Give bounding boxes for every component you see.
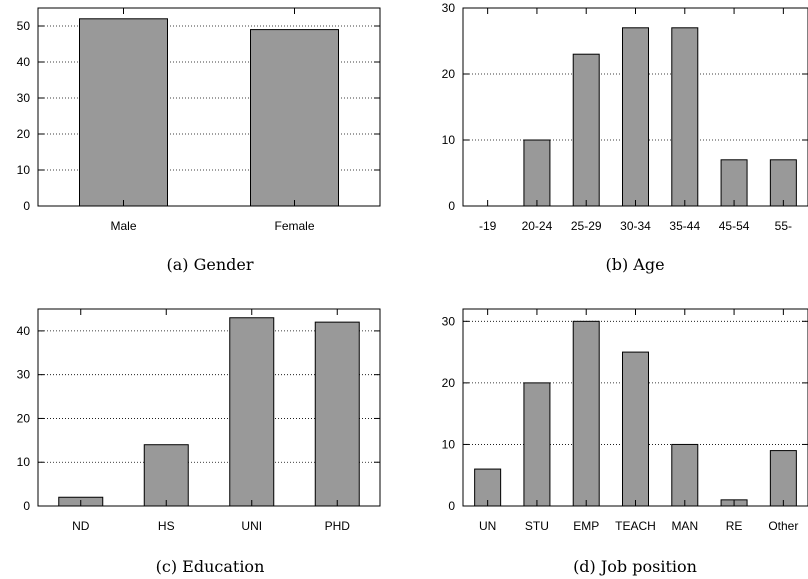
gender-ytick-label: 50 — [17, 19, 31, 33]
job-position-bar-emp — [572, 320, 600, 507]
gender-ytick-label: 40 — [17, 55, 31, 69]
age-ytick-label: 0 — [448, 199, 455, 213]
job-position-bar-un — [474, 468, 502, 507]
education-bar-uni — [229, 317, 275, 507]
age-xtick-label: 25-29 — [571, 219, 602, 233]
education-bar-phd — [314, 321, 360, 507]
education-xtick-label: PHD — [325, 519, 351, 533]
age-xtick-label: 20-24 — [522, 219, 553, 233]
job-position-ytick-label: 0 — [448, 499, 455, 513]
gender-caption: (a) Gender — [166, 255, 253, 274]
gender-ytick-label: 30 — [17, 91, 31, 105]
job-position-bar-man — [671, 443, 699, 507]
gender-xtick-label: Male — [110, 219, 136, 233]
education-caption: (c) Education — [156, 557, 265, 576]
education-ytick-label: 30 — [17, 368, 31, 382]
job-position-ytick-label: 20 — [442, 376, 456, 390]
age-plot-frame — [462, 7, 808, 207]
age-bar-25-29 — [572, 53, 600, 207]
age-xtick-label: 35-44 — [669, 219, 700, 233]
age-panel: 0 10 20 30 -19 20-24 25-29 30-34 35-44 45-54 55- (b… — [442, 1, 808, 274]
age-ytick-label: 20 — [442, 67, 456, 81]
job-position-plot-frame — [462, 308, 808, 507]
age-bar-45-54 — [720, 159, 748, 207]
job-position-caption: (d) Job position — [573, 557, 697, 576]
job-position-xtick-label: TEACH — [615, 519, 656, 533]
age-ytick-label: 30 — [442, 1, 456, 15]
education-ytick-label: 0 — [23, 499, 30, 513]
job-position-ytick-label: 10 — [442, 437, 456, 451]
job-position-bar-stu — [523, 382, 551, 507]
job-position-xtick-label: UN — [479, 519, 496, 533]
education-ytick-label: 10 — [17, 455, 31, 469]
age-bar-30-34 — [622, 27, 649, 207]
education-xtick-label: HS — [158, 519, 175, 533]
age-xtick-label: 45-54 — [719, 219, 750, 233]
education-ytick-label: 20 — [17, 411, 31, 425]
gender-panel: 0 10 20 30 40 50 Male Female (a) Gender — [17, 7, 381, 274]
gender-bar-male — [79, 18, 168, 207]
age-ytick-label: 10 — [442, 133, 456, 147]
gender-plot-frame — [37, 7, 381, 207]
gender-ytick-label: 20 — [17, 127, 31, 141]
age-bar-55- — [769, 159, 797, 207]
education-bar-hs — [143, 444, 189, 507]
education-panel: 0 10 20 30 40 ND HS UNI PHD (c) Education — [17, 308, 381, 576]
gender-bar-female — [250, 29, 339, 207]
gender-xtick-label: Female — [274, 219, 314, 233]
job-position-xtick-label: EMP — [573, 519, 599, 533]
age-bar-35-44 — [671, 27, 699, 207]
education-xtick-label: UNI — [241, 519, 262, 533]
job-position-xtick-label: Other — [768, 519, 798, 533]
job-position-xtick-label: RE — [726, 519, 743, 533]
gender-ytick-label: 0 — [23, 199, 30, 213]
job-position-xtick-label: MAN — [671, 519, 698, 533]
job-position-bar-other — [769, 450, 797, 507]
age-xtick-label: -19 — [479, 219, 497, 233]
job-position-ytick-label: 30 — [442, 314, 456, 328]
education-xtick-label: ND — [72, 519, 90, 533]
education-plot-frame — [37, 308, 381, 507]
age-xtick-label: 30-34 — [620, 219, 651, 233]
job-position-bar-teach — [622, 351, 649, 507]
age-bar-20-24 — [523, 139, 551, 207]
job-position-xtick-label: STU — [525, 519, 549, 533]
age-caption: (b) Age — [605, 255, 664, 274]
job-position-panel: 0 10 20 30 UN STU EMP TEACH MAN RE Other (d) Job po… — [442, 308, 808, 576]
education-ytick-label: 40 — [17, 324, 31, 338]
gender-ytick-label: 10 — [17, 163, 31, 177]
age-xtick-label: 55- — [775, 219, 792, 233]
